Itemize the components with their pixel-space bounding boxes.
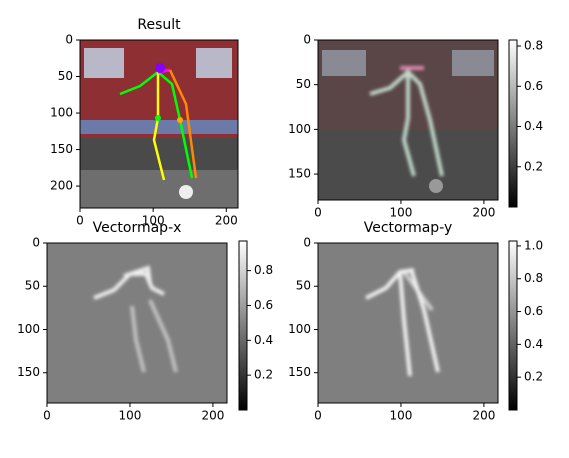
y-tick-label: 150 (288, 167, 311, 181)
colorbar (508, 39, 518, 208)
y-tick-label: 100 (17, 322, 40, 336)
y-tick-label: 0 (65, 33, 73, 47)
colorbar-tick-label: 0.6 (524, 79, 543, 93)
x-tick-label: 100 (118, 409, 141, 423)
colorbar-tick-label: 0.2 (524, 159, 543, 173)
colorbar-tick-label: 1.0 (524, 238, 543, 252)
heatmap-image (318, 40, 498, 200)
axes-frame (46, 242, 228, 404)
axes-frame (79, 39, 239, 209)
x-tick-label: 0 (314, 206, 322, 220)
colorbar-tick-label: 0.8 (524, 271, 543, 285)
y-tick-label: 50 (58, 69, 73, 83)
x-tick-label: 200 (201, 409, 224, 423)
colorbar (238, 240, 248, 411)
colorbar-tick-label: 0.6 (524, 304, 543, 318)
vectormap-y-image (318, 243, 498, 403)
axes-title: Result (137, 17, 181, 33)
colorbar (508, 240, 518, 411)
y-tick-label: 50 (296, 279, 311, 293)
y-tick-label: 50 (25, 279, 40, 293)
y-tick-label: 0 (303, 236, 311, 250)
colorbar-tick-label: 0.4 (524, 119, 543, 133)
x-tick-label: 0 (43, 409, 51, 423)
x-tick-label: 200 (472, 206, 495, 220)
colorbar-tick-label: 0.8 (254, 263, 273, 277)
x-tick-label: 0 (314, 409, 322, 423)
y-tick-label: 50 (296, 77, 311, 91)
y-tick-label: 200 (50, 179, 73, 193)
axes-frame (317, 242, 499, 404)
x-tick-label: 200 (215, 214, 238, 228)
y-tick-label: 100 (288, 322, 311, 336)
axes-title: Vectormap-x (93, 220, 182, 236)
colorbar-tick-label: 0.4 (254, 333, 273, 347)
x-tick-label: 0 (76, 214, 84, 228)
colorbar-tick-label: 0.8 (524, 39, 543, 53)
axes-title: Vectormap-y (364, 220, 453, 236)
x-tick-label: 100 (142, 214, 165, 228)
y-tick-label: 100 (288, 122, 311, 136)
y-tick-label: 150 (288, 365, 311, 379)
colorbar-tick-label: 0.6 (254, 298, 273, 312)
colorbar-tick-label: 0.2 (254, 368, 273, 382)
axes-frame (317, 39, 499, 201)
y-tick-label: 0 (303, 33, 311, 47)
x-tick-label: 100 (389, 409, 412, 423)
y-tick-label: 150 (17, 365, 40, 379)
colorbar-tick-label: 0.4 (524, 337, 543, 351)
vectormap-x-image (47, 243, 227, 403)
x-tick-label: 100 (389, 206, 412, 220)
y-tick-label: 0 (32, 236, 40, 250)
x-tick-label: 200 (472, 409, 495, 423)
y-tick-label: 100 (50, 106, 73, 120)
y-tick-label: 150 (50, 142, 73, 156)
colorbar-tick-label: 0.2 (524, 370, 543, 384)
result-image (80, 40, 238, 208)
